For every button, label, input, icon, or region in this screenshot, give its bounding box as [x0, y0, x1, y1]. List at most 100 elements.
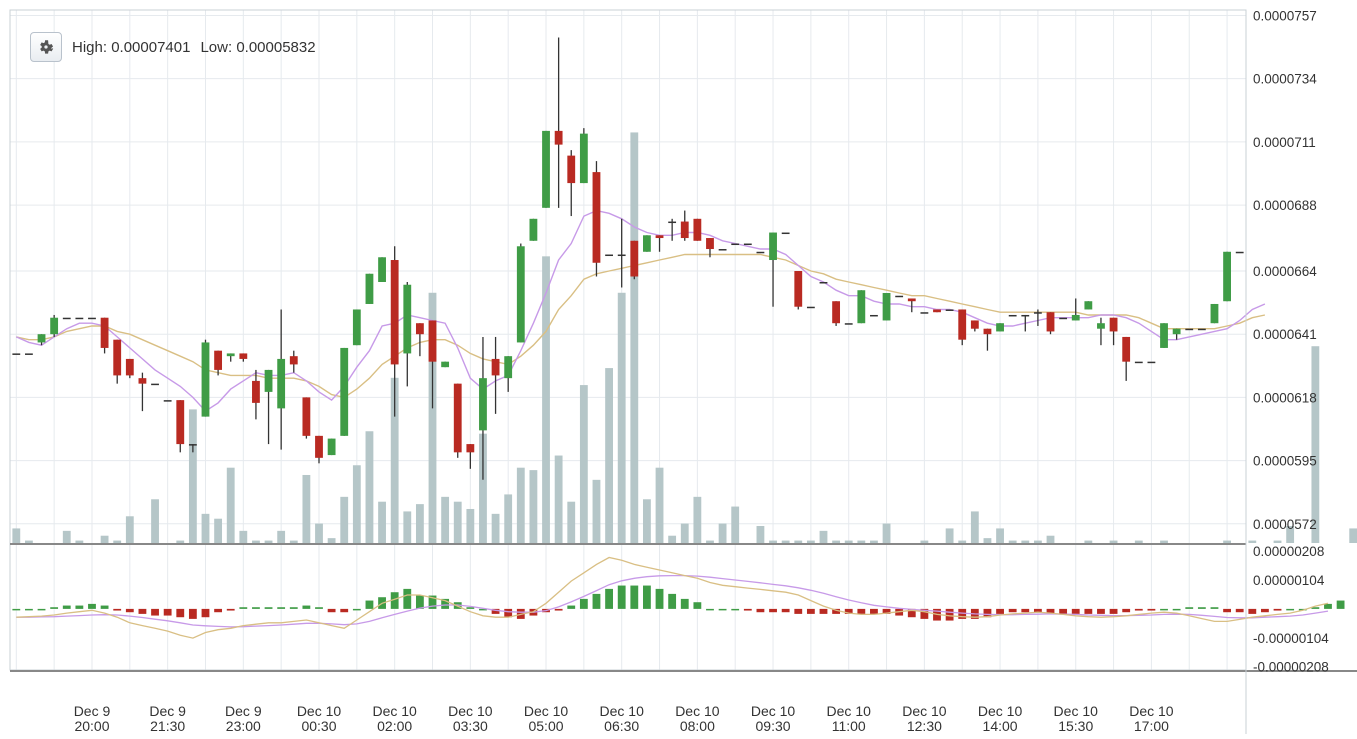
candle-down	[491, 358, 500, 376]
macd-histogram-bar	[806, 608, 815, 614]
volume-bar	[718, 523, 727, 543]
volume-bar	[390, 377, 399, 543]
candle-down	[630, 240, 639, 277]
volume-bar	[579, 385, 588, 543]
volume-bar	[1160, 540, 1168, 543]
time-tick-time: 15:30	[1058, 718, 1093, 734]
macd-histogram-bar	[1109, 608, 1118, 614]
candle-up	[529, 218, 538, 241]
macd-histogram-bar	[1172, 608, 1181, 611]
macd-histogram-bar	[1210, 607, 1219, 609]
candle-down	[100, 317, 109, 348]
candle-down	[302, 397, 311, 436]
time-tick-date: Dec 10	[978, 703, 1023, 719]
candle-up	[1172, 328, 1181, 335]
candle-up	[378, 257, 386, 282]
candle-down	[933, 309, 941, 313]
volume-bar	[655, 467, 664, 543]
volume-bar	[491, 513, 500, 543]
macd-histogram-bar	[428, 595, 437, 609]
volume-bar	[352, 465, 361, 543]
macd-histogram-bar	[870, 608, 878, 614]
settings-button[interactable]	[30, 32, 62, 62]
volume-bar	[806, 540, 815, 543]
macd-histogram-bar	[504, 608, 513, 618]
macd-histogram-bar	[1324, 603, 1332, 609]
price-tick-label: 0.0000572	[1253, 517, 1317, 532]
macd-histogram-bar	[1273, 608, 1282, 611]
volume-bar	[529, 470, 538, 543]
candle-up	[88, 317, 96, 320]
volume-bar	[781, 540, 790, 543]
macd-histogram-bar	[1248, 608, 1257, 614]
time-tick-time: 20:00	[74, 718, 109, 734]
macd-histogram-bar	[1033, 608, 1042, 613]
macd-histogram-bar	[945, 608, 954, 621]
candle-down	[693, 218, 702, 241]
macd-histogram-bar	[1197, 607, 1206, 609]
volume-bar	[453, 501, 462, 543]
macd-histogram-bar	[264, 607, 273, 609]
macd-histogram-bar	[302, 605, 311, 609]
macd-histogram-bar	[579, 598, 588, 609]
time-tick-date: Dec 10	[902, 703, 947, 719]
macd-histogram-bar	[289, 607, 298, 609]
macd-histogram-bar	[844, 608, 853, 614]
grid-layer	[10, 10, 1246, 670]
candle-up	[37, 334, 46, 343]
candle-up	[668, 221, 677, 224]
volume-bar	[945, 528, 954, 543]
macd-histogram-bar	[214, 608, 223, 613]
volume-bar	[264, 540, 273, 543]
candle-down	[428, 320, 437, 362]
volume-bar	[542, 256, 550, 543]
macd-histogram-bar	[1046, 608, 1055, 614]
candle-up	[756, 251, 765, 254]
time-tick-date: Dec 9	[149, 703, 186, 719]
macd-histogram-bar	[1160, 608, 1168, 611]
macd-histogram-bar	[226, 608, 235, 611]
macd-histogram-bar	[479, 608, 487, 611]
candle-up	[743, 243, 752, 246]
candle-down	[958, 309, 967, 340]
macd-histogram-bar	[62, 605, 71, 609]
macd-histogram-bar	[668, 593, 677, 609]
macd-histogram-bar	[138, 608, 147, 614]
candle-down	[1046, 312, 1055, 332]
macd-histogram-bar	[643, 585, 651, 609]
high-value: 0.00007401	[111, 38, 191, 56]
volume-bar	[201, 513, 210, 543]
time-tick-time: 08:00	[680, 718, 715, 734]
candle-up	[1097, 323, 1105, 329]
time-tick-date: Dec 10	[751, 703, 796, 719]
time-tick-time: 11:00	[832, 718, 866, 734]
price-axis: 0.0000757 0.0000734 0.0000711 0.0000688 0.00…	[1253, 8, 1317, 531]
time-tick-date: Dec 10	[1129, 703, 1174, 719]
candle-up	[996, 323, 1004, 332]
macd-histogram-bar	[113, 608, 122, 611]
candle-down	[680, 221, 689, 239]
candle-down	[983, 328, 992, 335]
macd-histogram-bar	[277, 607, 286, 609]
macd-histogram-bar	[693, 602, 702, 609]
macd-histogram-bar	[958, 608, 967, 619]
candle-up	[1084, 301, 1093, 310]
candle-down	[125, 358, 134, 376]
candle-up	[516, 246, 525, 343]
time-tick-time: 06:30	[604, 718, 639, 734]
macd-histogram-bar	[1336, 600, 1345, 609]
macd-histogram-bar	[441, 598, 450, 609]
candle-down	[453, 383, 462, 453]
volume-bar	[466, 508, 475, 543]
volume-bar	[176, 540, 185, 543]
macd-histogram-bar	[605, 588, 613, 609]
price-tick-label: 0.0000664	[1253, 264, 1317, 279]
volume-bar	[617, 292, 626, 543]
price-tick-label: 0.0000618	[1253, 390, 1317, 405]
volume-bar	[693, 496, 702, 543]
macd-histogram-bar	[1059, 608, 1068, 614]
macd-histogram-bar	[718, 608, 727, 611]
macd-histogram-bar	[403, 588, 412, 609]
volume-bar	[504, 494, 513, 543]
